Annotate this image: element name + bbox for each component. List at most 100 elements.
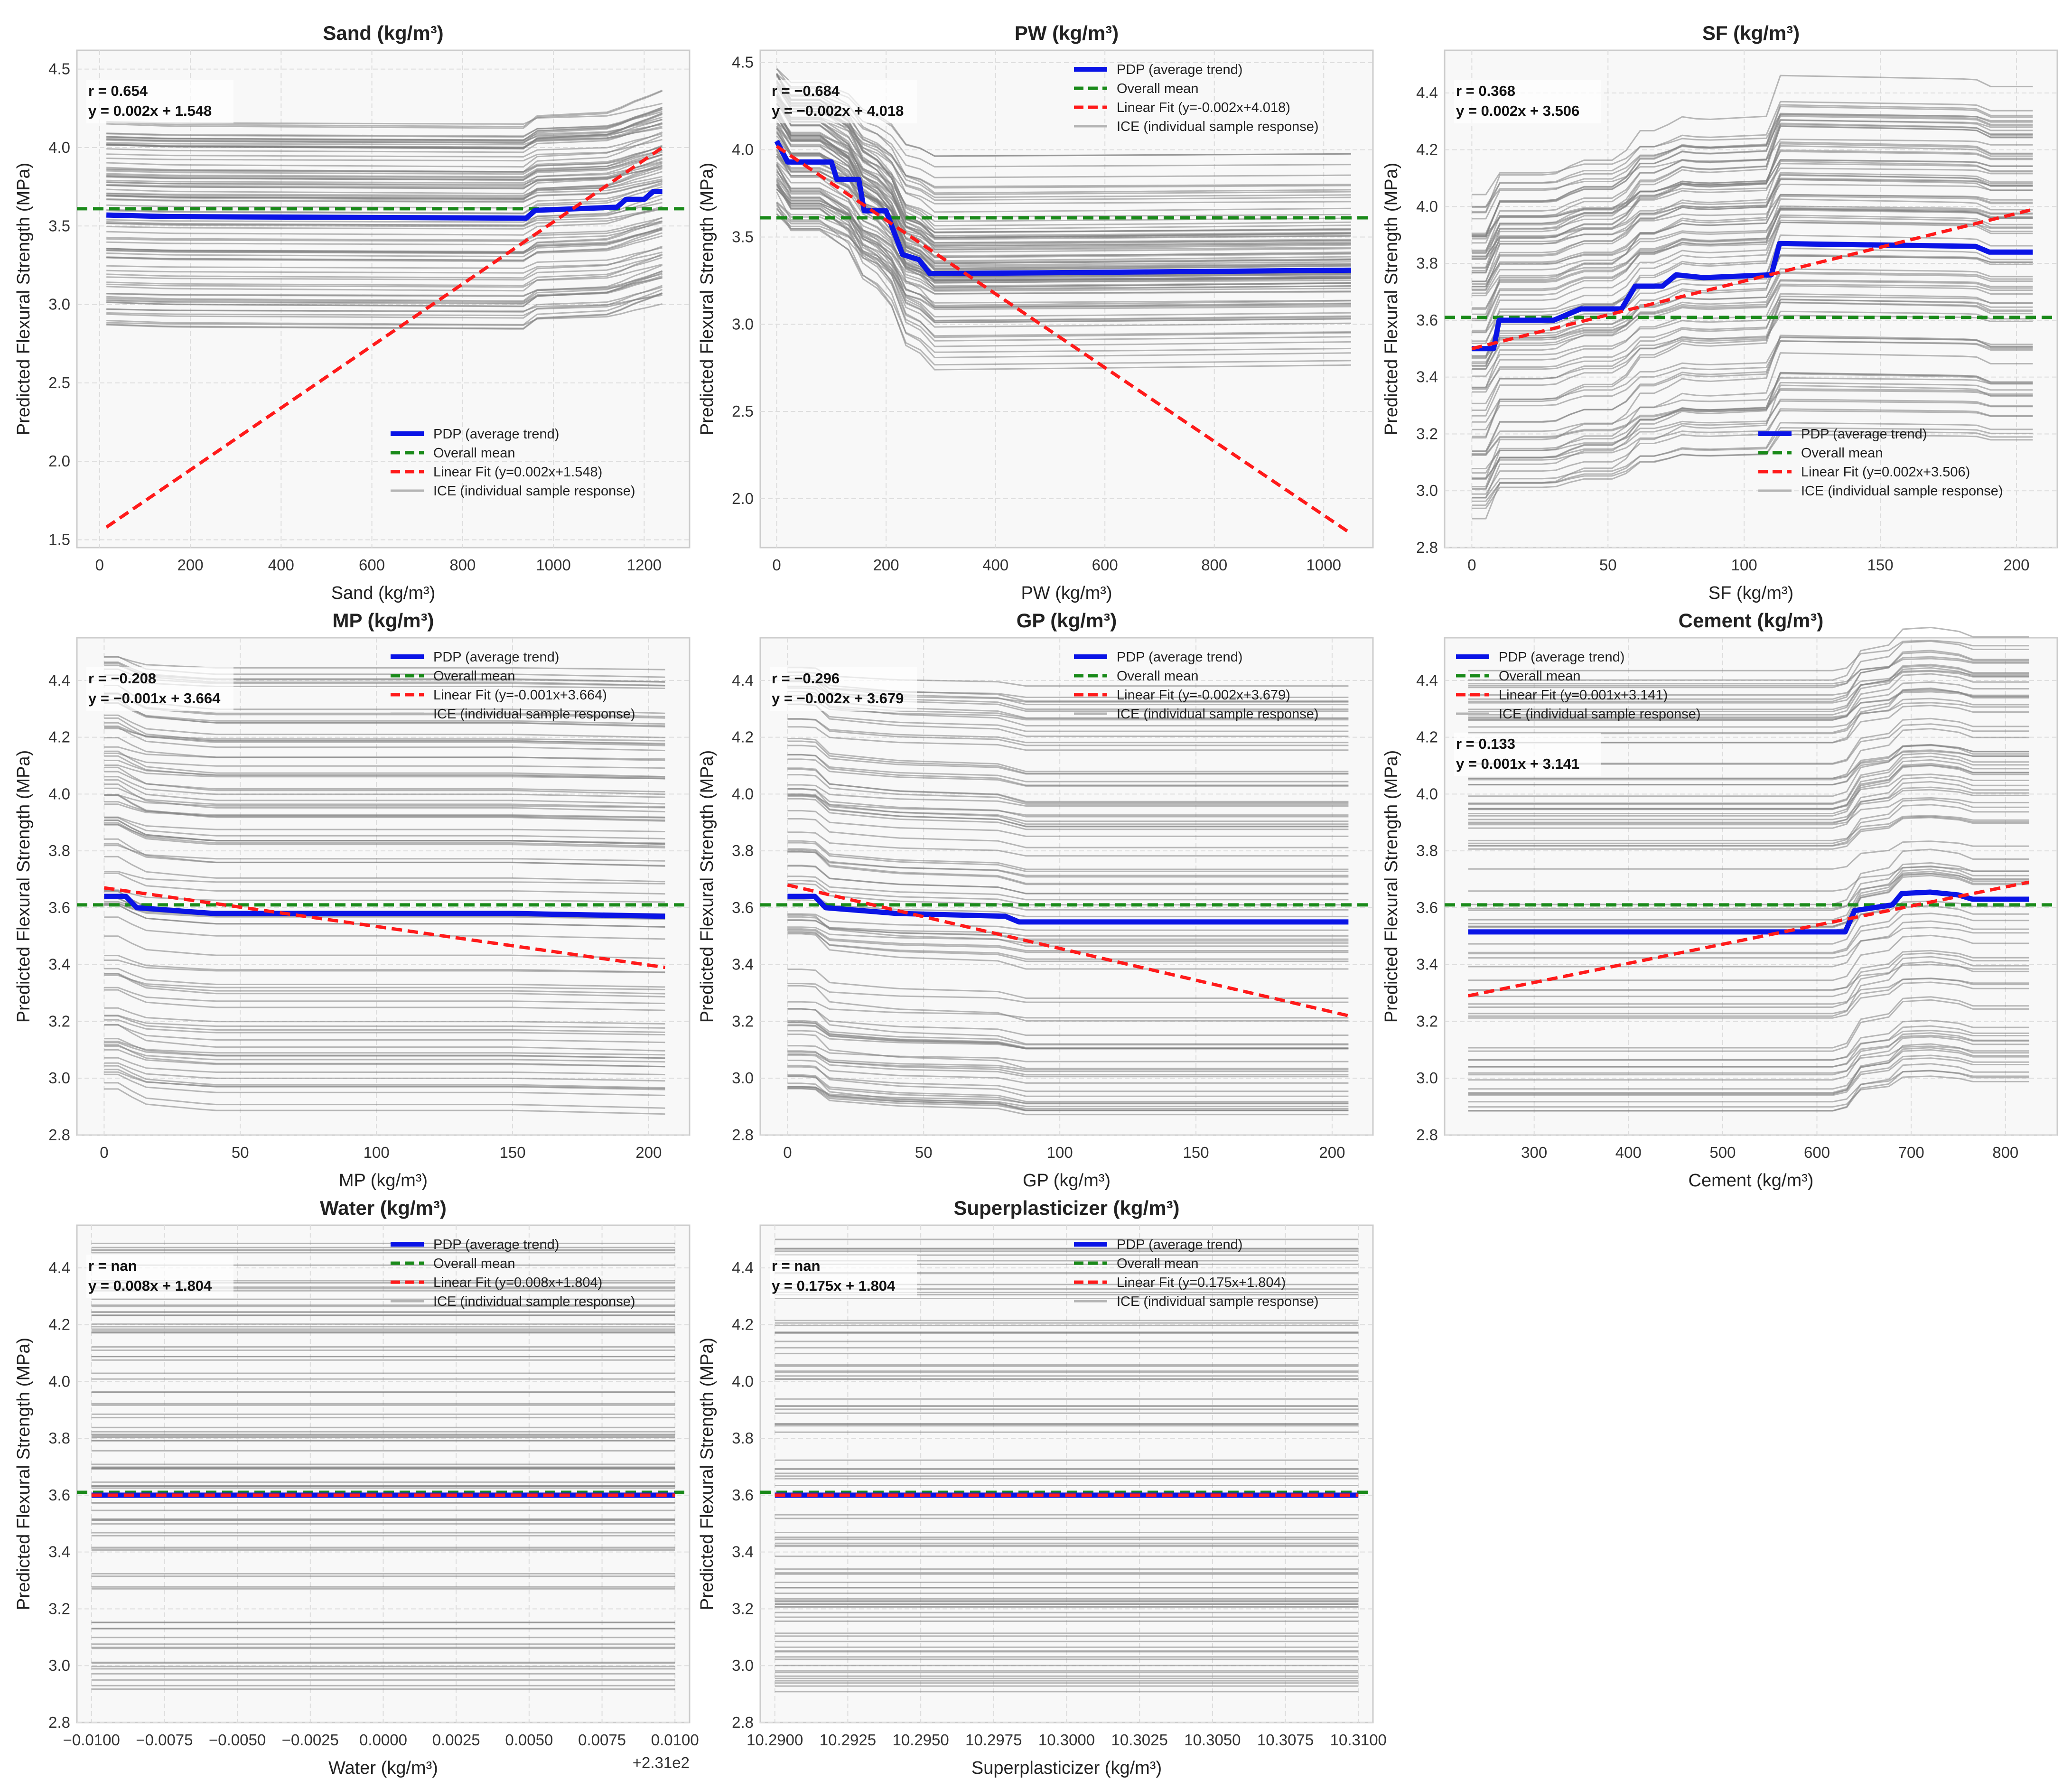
y-tick-label: 2.0: [48, 452, 70, 470]
chart-panel: −0.0100 −0.0075 −0.0050 −0.0025 0.0000 0.0025…: [14, 1197, 699, 1778]
ice-line: [104, 819, 665, 845]
ice-line: [776, 201, 1351, 283]
linear-fit-line: [775, 145, 1352, 535]
ice-line: [1472, 101, 2033, 214]
ice-line: [104, 904, 665, 928]
correlation-label: r = 0.133: [1456, 736, 1515, 752]
x-tick-label: 300: [1521, 1144, 1547, 1161]
ice-line: [106, 208, 663, 230]
chart-panel: 0 50 100 150 200 2.8 3.0 3.2 3.4 3.6 3.8 4.0 4.2 4.4 r…: [697, 609, 1374, 1191]
ice-line: [1468, 934, 2029, 981]
ice-line: [1472, 296, 2033, 377]
ice-line: [106, 251, 663, 274]
fit-equation-label: y = 0.002x + 1.548: [88, 102, 212, 119]
ice-line: [776, 135, 1351, 263]
ice-line: [1472, 398, 2033, 480]
ice-line: [1468, 789, 2029, 823]
y-tick-label: 2.8: [1416, 539, 1438, 556]
ice-line: [106, 205, 663, 236]
x-tick-label: 150: [500, 1144, 526, 1161]
ice-line: [106, 292, 663, 329]
ice-line: [104, 692, 665, 717]
ice-line: [1468, 804, 2029, 847]
ice-line: [787, 876, 1349, 901]
ice-line: [1468, 752, 2029, 804]
chart-title: SF (kg/m³): [1702, 22, 1800, 44]
ice-line: [1468, 1019, 2029, 1061]
fit-equation-label: y = −0.002x + 4.018: [772, 102, 904, 119]
ice-line: [787, 831, 1349, 857]
y-tick-label: 3.0: [1416, 482, 1438, 499]
ice-line: [787, 1008, 1349, 1036]
y-tick-label: 3.2: [48, 1600, 70, 1617]
ice-line: [1472, 113, 2033, 196]
ice-line: [1472, 427, 2033, 498]
y-tick-label: 3.0: [48, 1069, 70, 1087]
legend-pdp-label: PDP (average trend): [1499, 650, 1624, 665]
ice-line: [1472, 279, 2033, 363]
y-axis-label: Predicted Flexural Strength (MPa): [1381, 163, 1401, 435]
ice-line: [787, 718, 1349, 746]
ice-line: [776, 121, 1351, 205]
ice-line: [1468, 658, 2029, 685]
ice-line: [1468, 689, 2029, 719]
ice-line: [787, 1001, 1349, 1019]
ice-line: [1472, 247, 2033, 389]
legend-mean-label: Overall mean: [1499, 669, 1580, 684]
chart-title: MP (kg/m³): [333, 609, 434, 632]
y-tick-label: 3.8: [732, 1429, 754, 1447]
x-tick-label: 10.3025: [1111, 1731, 1168, 1749]
ice-line: [106, 116, 663, 144]
ice-line: [1468, 764, 2029, 817]
y-tick-label: 2.8: [48, 1126, 70, 1144]
ice-line: [106, 118, 663, 148]
y-tick-label: 3.0: [732, 1069, 754, 1087]
ice-line: [1468, 702, 2029, 728]
ice-line: [787, 788, 1349, 825]
ice-line: [106, 182, 663, 214]
ice-line: [787, 932, 1349, 960]
ice-line: [1468, 670, 2029, 696]
ice-line: [104, 656, 665, 671]
ice-line: [787, 919, 1349, 940]
ice-line: [106, 264, 663, 302]
ice-line: [1472, 195, 2033, 288]
ice-line: [776, 191, 1351, 371]
chart-panel: 300 400 500 600 700 800 2.8 3.0 3.2 3.4 3.6 3.8 4.0 4…: [1381, 609, 2058, 1191]
legend-fit-label: Linear Fit (y=0.008x+1.804): [433, 1275, 602, 1290]
ice-line: [776, 181, 1351, 324]
ice-line: [1468, 688, 2029, 734]
ice-line: [1472, 178, 2033, 315]
ice-line: [1468, 913, 2029, 955]
ice-line: [1468, 873, 2029, 929]
ice-line: [106, 247, 663, 269]
ice-line: [1472, 298, 2033, 393]
x-tick-label: 0.0100: [651, 1731, 699, 1749]
legend-fit-label: Linear Fit (y=-0.002x+4.018): [1117, 100, 1290, 115]
legend-fit-label: Linear Fit (y=-0.002x+3.679): [1117, 688, 1290, 703]
x-tick-label: 800: [1201, 556, 1227, 574]
ice-line: [104, 845, 665, 862]
ice-line: [104, 1069, 665, 1090]
ice-line: [106, 270, 663, 303]
correlation-label: r = −0.208: [88, 670, 156, 687]
x-axis-label: GP (kg/m³): [1023, 1171, 1111, 1191]
ice-line: [1468, 650, 2029, 702]
ice-line: [106, 153, 663, 186]
ice-line: [1472, 301, 2033, 417]
ice-line: [106, 217, 663, 254]
ice-line: [776, 95, 1351, 239]
ice-line: [787, 768, 1349, 802]
y-tick-label: 3.8: [48, 842, 70, 859]
x-tick-label: 1200: [627, 556, 662, 574]
ice-line: [106, 293, 663, 317]
legend-pdp-label: PDP (average trend): [1117, 650, 1242, 665]
ice-line: [104, 1062, 665, 1082]
x-tick-label: 200: [177, 556, 204, 574]
ice-line: [106, 217, 663, 241]
ice-line: [1468, 817, 2029, 850]
y-tick-label: 4.2: [1416, 141, 1438, 158]
ice-line: [1472, 340, 2033, 430]
ice-line: [104, 1088, 665, 1115]
ice-line: [787, 914, 1349, 947]
